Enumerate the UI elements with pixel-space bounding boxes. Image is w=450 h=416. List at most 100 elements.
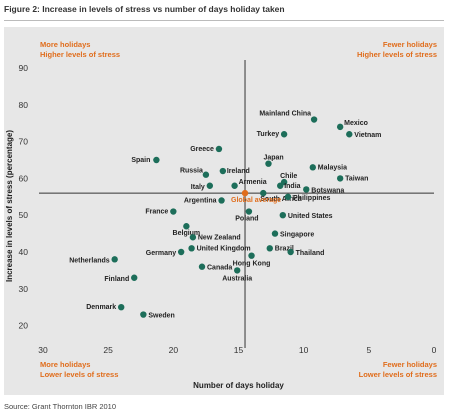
point-label: Mexico	[344, 120, 368, 127]
data-point	[309, 164, 316, 171]
data-point	[303, 186, 310, 193]
point-label: Argentina	[184, 197, 217, 204]
data-point	[233, 267, 241, 274]
data-point	[202, 171, 210, 178]
point-label: Netherlands	[69, 257, 110, 264]
data-point	[188, 245, 195, 252]
quadrant-top-left-line2: Higher levels of stress	[40, 50, 120, 59]
point-label: Vietnam	[354, 132, 381, 139]
quadrant-bottom-left-line1: More holidays	[40, 360, 90, 369]
data-point	[111, 256, 118, 263]
quadrant-bottom-right-line2: Lower levels of stress	[359, 370, 437, 379]
point-label: Armenia	[239, 179, 267, 186]
data-point	[189, 234, 197, 241]
y-tick-label: 70	[19, 137, 29, 147]
point-label: Singapore	[280, 232, 314, 239]
point-label: Greece	[190, 146, 214, 153]
data-point	[287, 248, 294, 256]
y-tick-label: 60	[19, 173, 29, 183]
data-point	[277, 182, 284, 189]
quadrant-top-right-line1: Fewer holidays	[383, 40, 437, 49]
point-label: Chile	[280, 173, 297, 180]
y-tick-label: 50	[19, 210, 29, 220]
data-point	[260, 189, 267, 197]
data-point	[336, 123, 344, 131]
figure-title: Figure 2: Increase in levels of stress v…	[4, 4, 285, 14]
quadrant-top-left-line1: More holidays	[40, 40, 90, 49]
x-tick-label: 25	[103, 345, 113, 355]
quadrant-bottom-right-line1: Fewer holidays	[383, 360, 437, 369]
average-point	[241, 189, 249, 197]
point-label: Taiwan	[345, 175, 368, 182]
quadrant-top-right-line2: Higher levels of stress	[357, 50, 437, 59]
data-point	[170, 208, 177, 215]
data-point	[310, 116, 318, 123]
point-label: Germany	[146, 250, 176, 257]
point-label: Denmark	[86, 304, 116, 311]
data-point	[215, 145, 223, 153]
data-point	[183, 223, 190, 230]
point-label: Philippines	[293, 195, 330, 202]
data-point	[231, 182, 238, 189]
point-label: Hong Kong	[233, 261, 271, 268]
y-tick-label: 20	[19, 321, 29, 331]
x-axis-title: Number of days holiday	[193, 381, 284, 390]
point-label: Japan	[263, 155, 283, 162]
data-point	[346, 131, 353, 138]
point-label: United Kingdom	[197, 245, 251, 252]
chart-panel	[4, 27, 444, 395]
point-label: Russia	[180, 168, 203, 175]
quadrant-bottom-left-line2: Lower levels of stress	[40, 370, 118, 379]
point-label: Italy	[191, 184, 205, 191]
data-point	[279, 212, 287, 219]
x-tick-label: 30	[38, 345, 48, 355]
point-label: India	[284, 183, 300, 190]
point-label: Poland	[235, 216, 258, 223]
data-point	[336, 175, 344, 182]
data-point	[198, 263, 206, 270]
y-tick-label: 90	[19, 63, 29, 73]
y-tick-label: 40	[19, 247, 29, 257]
point-label: Malaysia	[318, 164, 347, 171]
point-label: South Africa	[260, 196, 301, 203]
average-label: Global average	[231, 197, 281, 204]
y-tick-label: 30	[19, 284, 29, 294]
data-point	[271, 230, 279, 237]
data-point	[266, 245, 273, 252]
x-tick-label: 0	[432, 345, 437, 355]
data-point	[265, 160, 272, 167]
data-point	[218, 197, 225, 204]
point-label: United States	[288, 213, 333, 220]
point-label: Turkey	[257, 131, 280, 138]
y-tick-label: 80	[19, 100, 29, 110]
title-divider	[4, 20, 444, 21]
point-label: Brazil	[275, 245, 294, 252]
data-point	[153, 156, 160, 164]
point-label: Canada	[207, 265, 232, 272]
x-tick-label: 20	[169, 345, 179, 355]
data-point	[118, 304, 125, 311]
data-point	[245, 208, 253, 215]
point-label: France	[145, 209, 168, 216]
point-label: Spain	[131, 157, 150, 164]
source-note: Source: Grant Thornton IBR 2010	[4, 402, 117, 411]
data-point	[219, 167, 227, 175]
point-label: Finland	[104, 276, 129, 283]
point-label: Belgium	[173, 230, 201, 237]
data-point	[206, 182, 214, 189]
x-tick-label: 5	[366, 345, 371, 355]
point-label: Australia	[222, 275, 252, 282]
point-label: New Zealand	[198, 234, 241, 241]
point-label: Sweden	[148, 313, 174, 320]
data-point	[284, 193, 292, 200]
x-tick-label: 10	[299, 345, 309, 355]
x-tick-label: 15	[234, 345, 244, 355]
point-label: Thailand	[296, 250, 325, 257]
data-point	[280, 131, 288, 138]
data-point	[140, 311, 147, 318]
data-point	[177, 248, 185, 256]
data-point	[131, 274, 138, 281]
point-label: Ireland	[227, 168, 250, 175]
data-point	[248, 252, 255, 259]
